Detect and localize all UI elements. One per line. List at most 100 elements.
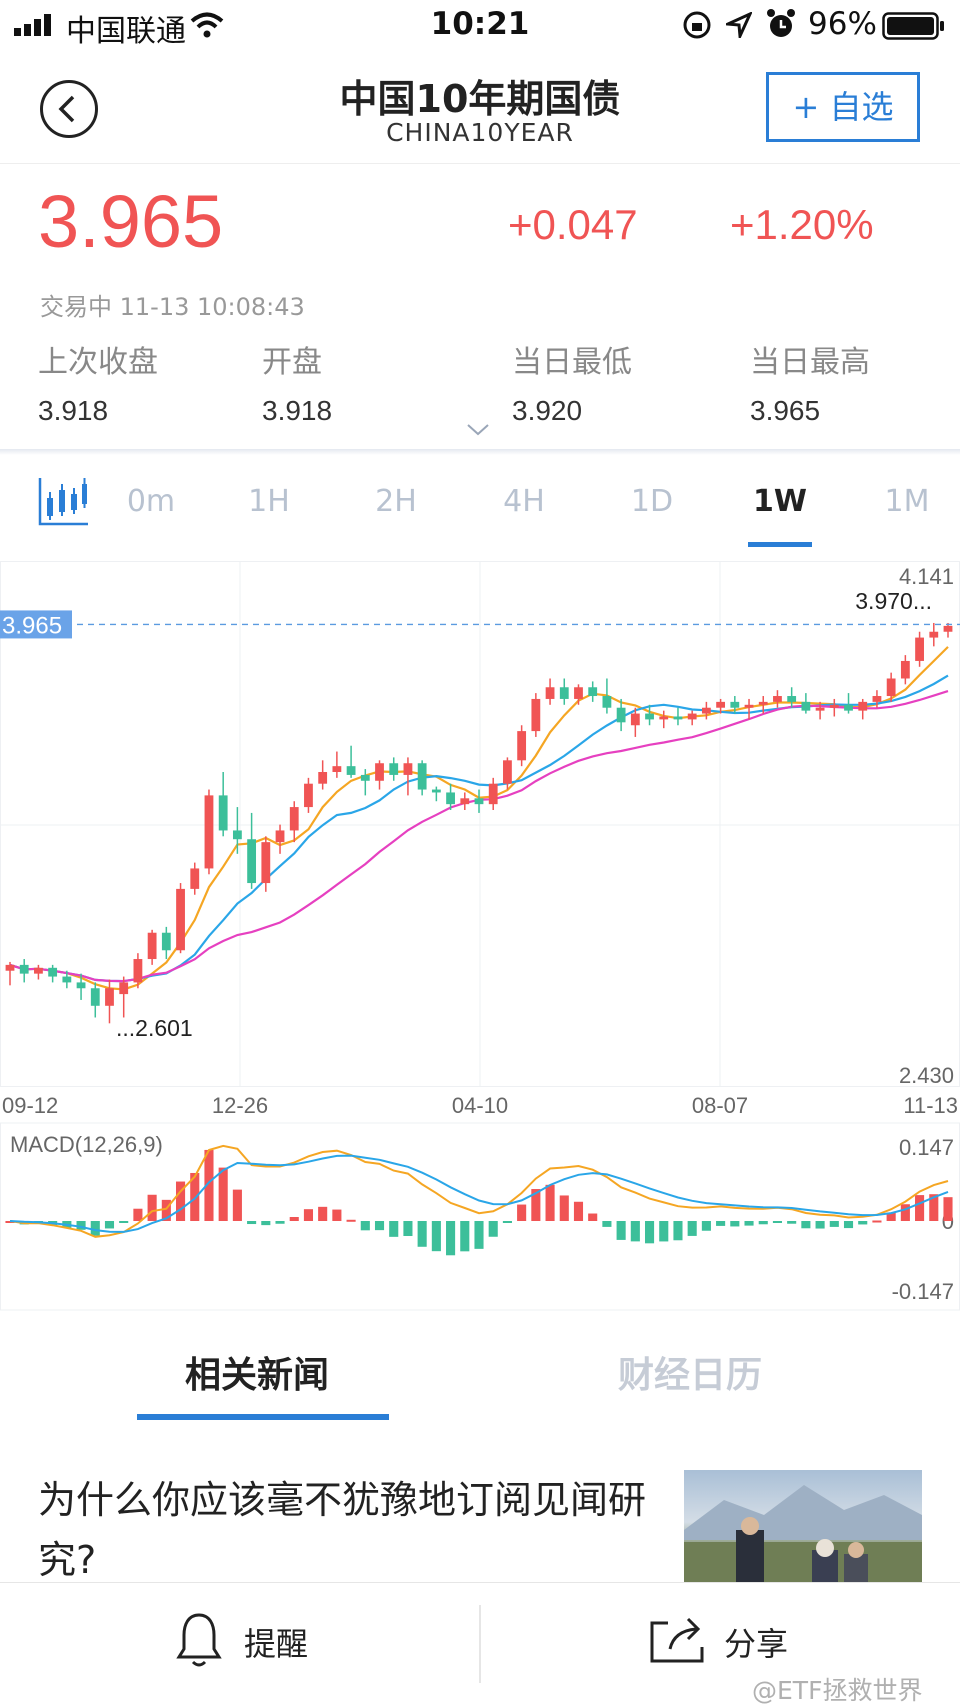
candle-body — [403, 763, 413, 775]
add-watchlist-button[interactable]: + 自选 — [766, 72, 920, 142]
candle-body — [389, 763, 399, 775]
macd-histogram-bar — [531, 1189, 541, 1221]
candle-body — [744, 704, 754, 708]
macd-histogram-bar — [460, 1221, 470, 1252]
axis-labels: 3.965 4.141 2.430 3.970... ...2.601 09-12 12-2… — [0, 564, 960, 1118]
macd-histogram-bar — [90, 1221, 100, 1236]
candle-body — [318, 772, 328, 784]
candle-body — [559, 687, 569, 699]
thumbnail-image — [684, 1485, 922, 1586]
candle-body — [588, 687, 598, 697]
candle-body — [517, 731, 527, 761]
x-axis-label: 04-10 — [452, 1093, 508, 1118]
macd-dif-line — [9, 1144, 949, 1238]
macd-histogram-bar — [190, 1172, 200, 1221]
macd-histogram-bar — [815, 1221, 825, 1229]
candle-body — [602, 696, 612, 708]
candle-body — [218, 795, 228, 831]
candle-body — [76, 982, 86, 989]
macd-histogram-bar — [76, 1221, 86, 1230]
current-price-label: 3.965 — [2, 612, 62, 639]
candle-body — [872, 696, 882, 702]
candle-body — [161, 932, 171, 951]
candle-body — [275, 830, 285, 843]
article-title[interactable]: 为什么你应该毫不犹豫地订阅见闻研究? — [38, 1478, 647, 1582]
macd-histogram-bar — [446, 1221, 456, 1256]
tab-1d[interactable]: 1D — [630, 484, 674, 519]
battery-percent: 96% — [808, 6, 877, 42]
stat-open: 开盘 3.918 — [262, 337, 332, 427]
macd-histogram-bar — [559, 1195, 569, 1221]
toolbar-divider — [479, 1605, 481, 1683]
back-button[interactable] — [40, 80, 98, 138]
stat-label: 当日最低 — [512, 345, 632, 380]
tab-1h[interactable]: 1H — [248, 484, 290, 519]
current-price-tag — [0, 610, 72, 639]
candle-body — [900, 660, 910, 679]
wifi-icon — [190, 12, 224, 38]
macd-histogram-bar — [119, 1221, 129, 1223]
macd-histogram-bar — [602, 1221, 612, 1227]
y-axis-max-label: 4.141 — [899, 564, 954, 589]
share-icon[interactable] — [648, 1613, 706, 1665]
candle-body — [801, 701, 811, 711]
signal-icon — [14, 14, 51, 36]
macd-histogram-bar — [104, 1221, 115, 1229]
candle-body — [247, 839, 257, 884]
macd-histogram-bar — [346, 1219, 356, 1222]
bell-icon[interactable] — [176, 1611, 222, 1669]
article-thumbnail[interactable] — [684, 1470, 922, 1586]
tab-related-news[interactable]: 相关新闻 — [185, 1355, 330, 1396]
tab-4h[interactable]: 4H — [503, 484, 545, 519]
macd-histogram-bar — [303, 1209, 314, 1221]
candle-body — [730, 701, 740, 708]
macd-histogram-bar — [517, 1204, 527, 1221]
news-article[interactable]: 为什么你应该毫不犹豫地订阅见闻研究? — [0, 1460, 960, 1586]
x-axis-label: 11-13 — [903, 1093, 958, 1118]
candle-body — [687, 713, 697, 720]
candle-body — [190, 868, 200, 889]
macd-histogram-bar — [161, 1199, 171, 1221]
macd-histogram-bar — [730, 1221, 740, 1227]
macd-histogram-bar — [829, 1221, 839, 1227]
tab-1m[interactable]: 1M — [884, 484, 930, 519]
tab-2h[interactable]: 2H — [375, 484, 417, 519]
macd-histogram-bar — [488, 1221, 498, 1237]
tab-1w[interactable]: 1W — [753, 484, 807, 519]
chevron-left-icon — [58, 95, 75, 123]
clock: 10:21 — [430, 6, 530, 42]
macd-histogram-bar — [758, 1221, 768, 1225]
candle-body — [616, 707, 626, 723]
macd-histogram-bar — [502, 1221, 512, 1223]
candles — [5, 622, 953, 1024]
stat-value: 3.918 — [262, 395, 333, 426]
remind-button[interactable]: 提醒 — [244, 1625, 309, 1663]
macd-histogram-bar — [659, 1221, 669, 1242]
macd-histogram-bar — [374, 1221, 385, 1231]
tab-finance-calendar[interactable]: 财经日历 — [618, 1355, 763, 1396]
candle-body — [787, 696, 797, 702]
candle-body — [858, 701, 868, 711]
candle-body — [62, 976, 72, 983]
candle-body — [261, 842, 271, 884]
trading-status: 交易中 11-13 10:08:43 — [40, 293, 305, 321]
candle-body — [133, 959, 143, 983]
chevron-down-icon[interactable] — [466, 417, 490, 441]
macd-histogram-bar — [943, 1197, 953, 1221]
macd-histogram-bar — [417, 1221, 427, 1247]
chart-area[interactable]: MACD(12,26,9) 0.147 0 -0.147 3.965 4.141 2.43… — [0, 561, 960, 1311]
macd-histogram-bar — [275, 1221, 285, 1224]
tab-0m[interactable]: 0m — [126, 484, 176, 519]
price-change: +0.047 — [508, 201, 638, 248]
share-button[interactable]: 分享 — [724, 1625, 789, 1663]
candle-body — [531, 698, 541, 732]
x-axis-label: 12-26 — [212, 1093, 268, 1118]
macd-histogram-bar — [318, 1206, 328, 1221]
macd-histogram-bar — [801, 1221, 811, 1229]
macd-histogram-bar — [872, 1220, 882, 1223]
candlestick-icon[interactable] — [38, 476, 90, 526]
page-subtitle: CHINA10YEAR — [386, 118, 574, 147]
candle-body — [886, 678, 896, 697]
active-news-tab-indicator — [137, 1414, 389, 1420]
